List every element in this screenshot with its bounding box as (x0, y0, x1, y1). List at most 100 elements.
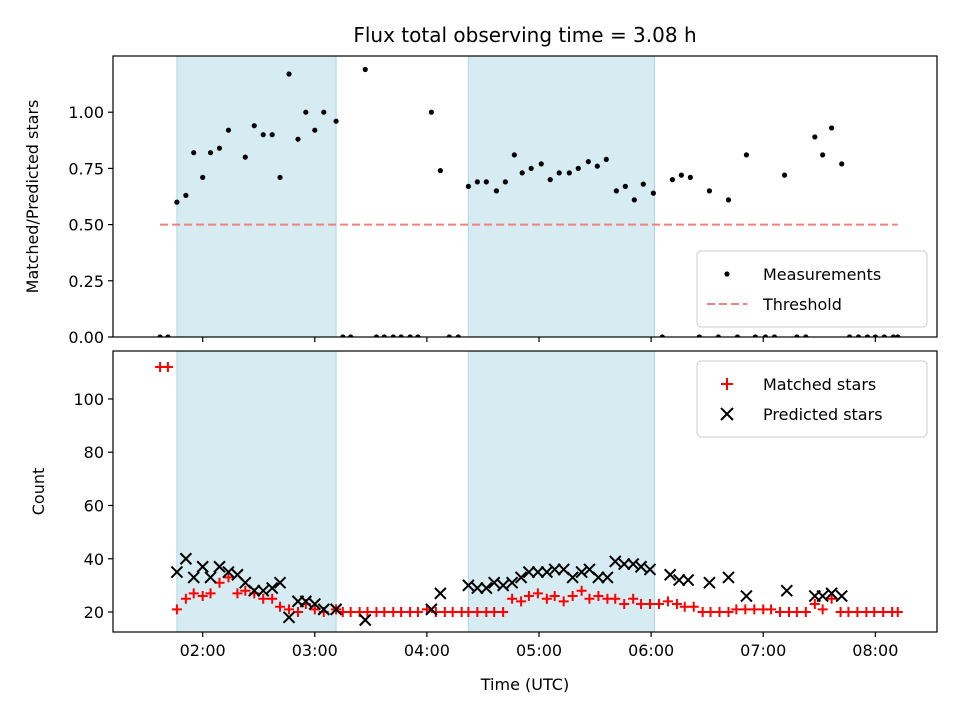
plus-point-0-49 (576, 585, 587, 596)
dot-point-0-7 (216, 145, 223, 151)
x-point-1-24 (480, 581, 493, 595)
x-point-1-6 (222, 565, 235, 579)
chart-title: Flux total observing time = 3.08 h (353, 23, 696, 47)
plus-point-0-8 (223, 572, 234, 583)
legend-plus-swatch (721, 378, 733, 390)
y-tick-label: 0.00 (68, 328, 104, 347)
dot-point-0-39 (519, 170, 525, 176)
x-point-1-46 (681, 573, 695, 587)
dot-point-0-23 (373, 334, 380, 337)
plus-point-0-1 (162, 361, 173, 372)
dot-point-0-22 (362, 66, 368, 73)
dot-point-0-33 (465, 183, 471, 189)
plus-point-0-18 (309, 604, 320, 615)
dot-point-0-30 (437, 168, 443, 174)
dot-point-0-68 (794, 334, 800, 337)
dot-point-0-61 (725, 197, 732, 203)
dot-point-0-76 (864, 334, 871, 337)
dot-point-0-49 (613, 188, 619, 194)
dot-point-0-74 (846, 334, 853, 337)
x-point-1-29 (522, 565, 536, 579)
x-point-1-32 (548, 563, 561, 576)
dot-point-0-56 (678, 172, 684, 178)
x-point-1-25 (487, 576, 501, 589)
plus-point-0-80 (843, 607, 854, 618)
plus-point-0-32 (430, 607, 441, 618)
dot-point-0-45 (575, 165, 581, 171)
dot-point-0-80 (895, 334, 901, 337)
observing-interval-1 (467, 55, 655, 338)
plus-point-0-42 (516, 596, 527, 607)
x-point-1-10 (257, 584, 270, 597)
x-point-1-53 (825, 587, 838, 600)
x-point-1-2 (187, 571, 200, 584)
plus-point-0-60 (671, 599, 682, 610)
plus-point-0-5 (197, 591, 208, 602)
plus-point-0-36 (463, 607, 474, 618)
dot-point-0-48 (603, 156, 609, 163)
y-tick-label: 0.50 (68, 216, 104, 235)
x-tick-label: 05:00 (516, 641, 562, 660)
dot-point-0-57 (687, 174, 693, 180)
legend: Matched stars Predicted stars (696, 360, 928, 438)
legend-dot-swatch (724, 271, 730, 277)
plus-point-0-57 (645, 599, 656, 610)
x-point-1-47 (703, 576, 716, 589)
x-point-1-41 (626, 557, 640, 571)
dot-point-0-24 (381, 334, 387, 337)
plus-point-0-14 (275, 601, 286, 612)
plus-point-0-84 (878, 607, 889, 618)
plus-point-0-41 (507, 593, 518, 604)
y-tick-label: 1.00 (68, 103, 104, 122)
lower-y-axis-label: Count (29, 468, 48, 516)
y-tick-label: 100 (73, 390, 104, 409)
plus-point-0-69 (749, 604, 760, 615)
x-point-1-35 (575, 565, 588, 579)
dot-point-0-67 (781, 172, 788, 178)
dot-point-0-54 (659, 334, 665, 337)
plus-point-0-54 (619, 599, 630, 610)
dot-point-0-71 (820, 152, 826, 158)
plus-point-0-28 (396, 607, 407, 618)
x-point-1-49 (740, 589, 753, 603)
dot-point-0-78 (881, 334, 887, 337)
dot-point-0-37 (502, 179, 508, 185)
plus-point-0-12 (258, 593, 269, 604)
x-tick-label: 03:00 (292, 641, 338, 660)
dot-point-0-58 (696, 334, 702, 337)
plus-point-0-15 (284, 604, 295, 615)
x-tick-label: 06:00 (628, 641, 674, 660)
x-point-1-0 (170, 565, 184, 579)
legend-label: Predicted stars (763, 405, 883, 424)
plus-point-0-51 (593, 591, 604, 602)
dot-point-0-16 (303, 109, 309, 115)
plus-point-0-39 (489, 607, 500, 618)
dot-point-0-72 (829, 125, 835, 131)
legend-box (696, 250, 928, 328)
plus-point-0-66 (723, 607, 734, 618)
x-point-1-11 (265, 581, 279, 595)
plus-point-0-59 (662, 596, 673, 607)
dot-point-0-77 (872, 334, 878, 337)
data-points (157, 66, 901, 337)
x-point-1-37 (592, 571, 605, 584)
y-tick-label: 0.75 (68, 159, 104, 178)
plus-point-0-62 (688, 601, 699, 612)
dot-point-0-0 (157, 334, 163, 337)
plus-point-0-48 (567, 591, 578, 602)
dot-point-0-50 (622, 183, 628, 189)
x-point-1-39 (609, 555, 622, 568)
x-point-1-34 (566, 571, 579, 584)
dot-point-0-69 (803, 334, 809, 337)
x-point-1-45 (672, 573, 686, 587)
plus-point-0-13 (267, 593, 278, 604)
legend-x-swatch (720, 407, 734, 421)
dot-point-0-3 (183, 192, 189, 198)
legend-label: Measurements (763, 265, 881, 284)
legend-label: Matched stars (763, 375, 876, 394)
observing-interval-0 (176, 350, 337, 633)
x-tick-label: 07:00 (740, 641, 786, 660)
plus-point-0-6 (205, 588, 216, 599)
dot-point-0-11 (260, 132, 266, 138)
